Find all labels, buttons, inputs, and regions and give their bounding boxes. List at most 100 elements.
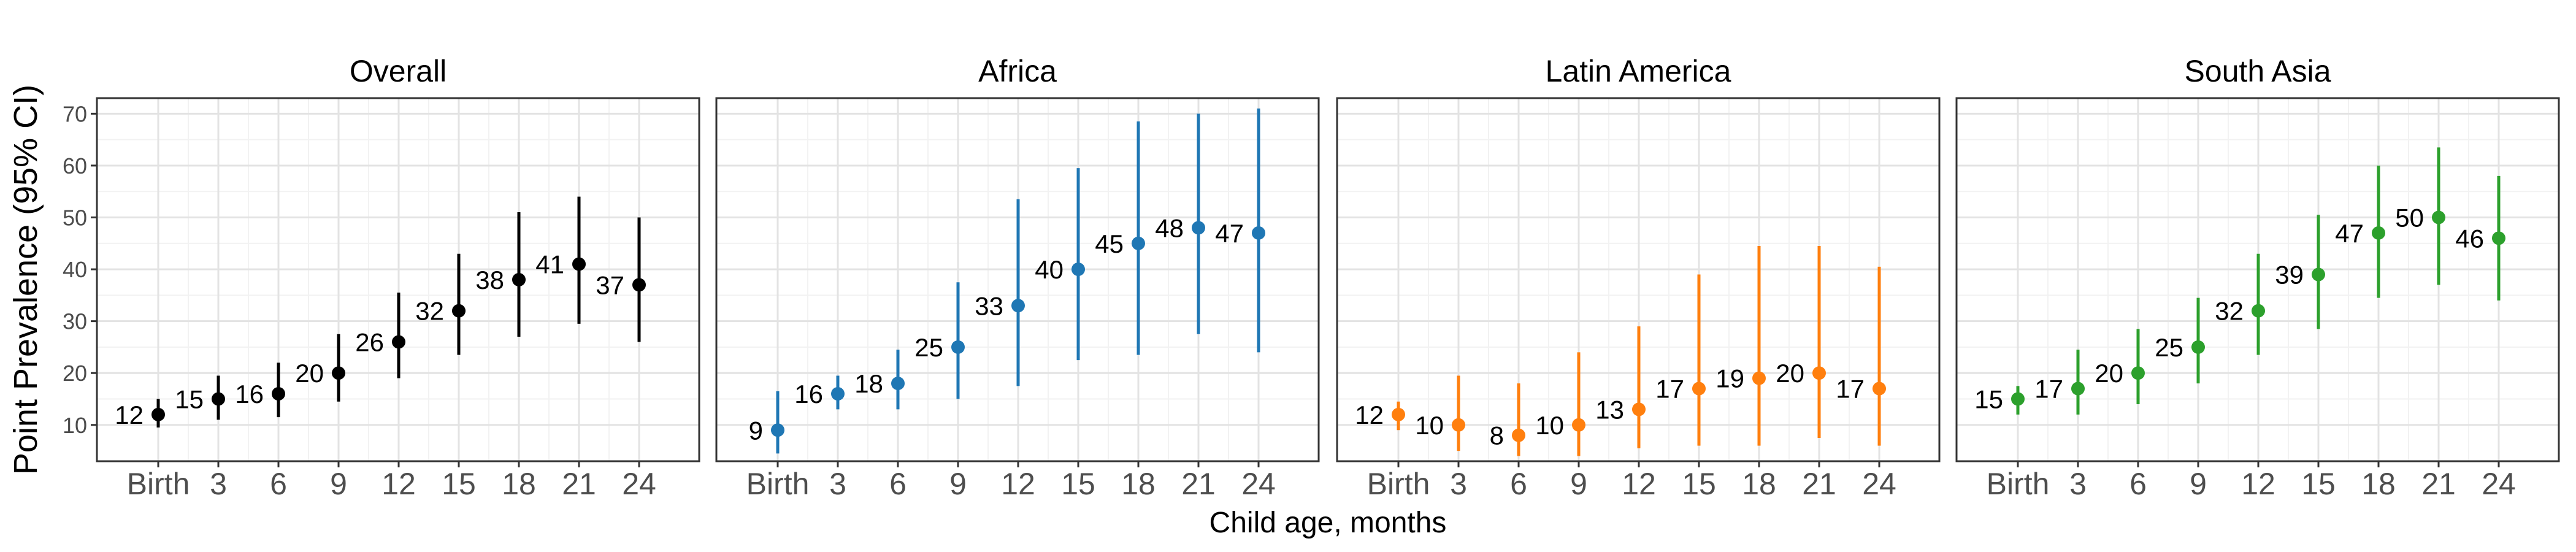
data-label: 38 (475, 266, 504, 294)
panel-latin-america: Latin America 12 10 8 10 13 17 19 20 17 Birth 3 6 9 12… (1336, 54, 1941, 501)
y-tick-label: 60 (63, 153, 87, 178)
x-tick-label: 9 (1570, 467, 1587, 501)
x-tick-label: 21 (1802, 467, 1836, 501)
data-label: 25 (2155, 333, 2183, 362)
data-label: 26 (355, 328, 384, 356)
data-label: 39 (2275, 261, 2304, 289)
data-label: 37 (596, 270, 624, 299)
data-point (831, 387, 845, 401)
data-point (2492, 231, 2505, 245)
data-point (1452, 418, 1465, 432)
x-tick-label: 24 (1241, 467, 1276, 501)
x-tick-label: 18 (1742, 467, 1776, 501)
x-tick-label: 12 (1001, 467, 1035, 501)
x-tick-label: 6 (270, 467, 287, 501)
data-point (1692, 381, 1706, 396)
data-point (1392, 407, 1405, 421)
data-label: 20 (295, 359, 324, 388)
data-label: 33 (975, 291, 1003, 320)
y-tick-label: 20 (63, 361, 87, 386)
x-tick-label: Birth (127, 467, 190, 501)
data-label: 48 (1155, 213, 1184, 242)
data-label: 12 (1355, 401, 1384, 429)
data-point (1873, 381, 1886, 396)
data-label: 17 (2034, 375, 2063, 404)
panel-overall: Overall 12 15 16 20 26 32 38 41 37 10 20 30 40 50 60 70 B… (63, 54, 700, 501)
panel-title: Africa (978, 54, 1057, 88)
x-tick-label: 18 (1121, 467, 1156, 501)
data-point (1011, 299, 1025, 313)
x-tick-label: 12 (1622, 467, 1656, 501)
data-label: 47 (1215, 219, 1244, 248)
x-tick-label: 3 (1450, 467, 1467, 501)
data-point (572, 257, 586, 271)
data-label: 25 (914, 333, 943, 362)
data-label: 19 (1715, 364, 1744, 393)
data-point (1572, 418, 1585, 432)
data-point (452, 304, 466, 318)
data-point (632, 278, 646, 292)
data-point (2432, 210, 2445, 224)
data-label: 50 (2395, 204, 2424, 232)
data-point (512, 273, 526, 286)
data-point (212, 392, 225, 406)
data-label: 15 (175, 385, 204, 414)
x-tick-label: 6 (2129, 467, 2147, 501)
x-tick-label: 21 (2421, 467, 2456, 501)
x-tick-label: 24 (1862, 467, 1896, 501)
data-label: 46 (2455, 224, 2484, 253)
data-point (272, 387, 285, 401)
x-tick-label: 9 (330, 467, 347, 501)
x-tick-label: 18 (2361, 467, 2396, 501)
data-point (2312, 267, 2325, 282)
x-tick-label: 18 (502, 467, 536, 501)
data-label: 17 (1655, 375, 1684, 404)
data-point (2071, 381, 2085, 396)
data-label: 32 (415, 297, 444, 326)
data-label: 10 (1535, 411, 1564, 440)
data-point (1132, 236, 1145, 250)
data-point (1071, 263, 1085, 277)
x-tick-label: 3 (2069, 467, 2087, 501)
data-label: 13 (1595, 395, 1624, 424)
y-tick-label: 30 (63, 309, 87, 334)
x-tick-label: 12 (2241, 467, 2275, 501)
x-tick-label: 24 (622, 467, 656, 501)
y-axis-title: Point Prevalence (95% CI) (7, 85, 44, 475)
data-point (891, 377, 905, 391)
x-tick-label: 6 (1510, 467, 1527, 501)
data-label: 20 (1776, 359, 1804, 388)
data-label: 41 (535, 250, 564, 279)
x-tick-label: Birth (746, 467, 810, 501)
y-tick-label: 10 (63, 413, 87, 438)
x-tick-label: 24 (2482, 467, 2516, 501)
data-point (771, 423, 784, 437)
data-label: 16 (235, 380, 264, 408)
data-label: 15 (1974, 385, 2003, 414)
data-point (332, 366, 345, 380)
x-tick-label: Birth (1367, 467, 1430, 501)
data-point (1632, 402, 1646, 416)
data-label: 32 (2215, 297, 2244, 326)
panel-title: Overall (350, 54, 447, 88)
x-tick-label: Birth (1987, 467, 2050, 501)
data-point (1252, 226, 1265, 240)
data-point (2372, 226, 2385, 240)
data-label: 18 (854, 369, 883, 398)
data-label: 20 (2095, 359, 2123, 388)
data-label: 40 (1035, 255, 1064, 284)
data-point (1192, 221, 1205, 235)
data-label: 45 (1095, 229, 1124, 258)
x-tick-label: 21 (562, 467, 596, 501)
data-point (2011, 392, 2025, 406)
data-point (1812, 366, 1826, 380)
panel-title: South Asia (2184, 54, 2331, 88)
data-label: 17 (1836, 375, 1865, 404)
x-tick-label: 15 (442, 467, 476, 501)
x-tick-label: 15 (1682, 467, 1716, 501)
data-point (951, 340, 965, 354)
x-tick-label: 9 (2190, 467, 2207, 501)
data-point (1752, 371, 1766, 385)
data-label: 10 (1415, 411, 1444, 440)
